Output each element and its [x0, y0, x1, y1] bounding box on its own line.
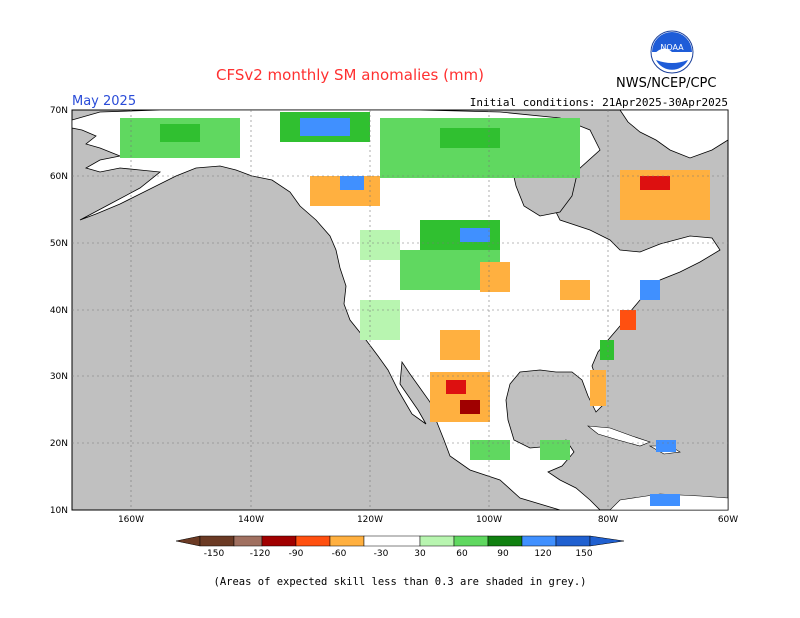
- anomaly-patches: [120, 112, 710, 506]
- colorbar-swatch: [453, 535, 489, 547]
- lon-label: 140W: [238, 515, 264, 525]
- colorbar-label: 120: [534, 549, 551, 559]
- lon-label: 80W: [598, 515, 618, 525]
- svg-text:NOAA: NOAA: [660, 43, 684, 52]
- lon-label: 120W: [357, 515, 383, 525]
- organization-label: NWS/NCEP/CPC: [616, 76, 717, 91]
- lon-label: 160W: [118, 515, 144, 525]
- lat-label: 20N: [50, 439, 68, 449]
- colorbar: -150 -120 -90 -60 -30 30 60 90 120 150: [175, 535, 625, 559]
- colorbar-swatch: [329, 535, 365, 547]
- colorbar-swatch: [555, 535, 591, 547]
- colorbar-label: -120: [250, 549, 271, 559]
- lat-label: 50N: [50, 239, 68, 249]
- colorbar-swatch: [521, 535, 557, 547]
- lat-label: 60N: [50, 172, 68, 182]
- noaa-logo-icon: NOAA: [650, 30, 694, 74]
- skill-note: (Areas of expected skill less than 0.3 a…: [213, 576, 587, 588]
- initial-conditions: Initial conditions: 21Apr2025-30Apr2025: [469, 96, 728, 109]
- colorbar-swatch: [199, 535, 235, 547]
- lat-label: 70N: [50, 106, 68, 116]
- lat-label: 10N: [50, 506, 68, 516]
- colorbar-swatch: [363, 535, 421, 547]
- colorbar-right-arrow: [589, 535, 625, 547]
- graticule: [72, 110, 728, 510]
- map-title: CFSv2 monthly SM anomalies (mm): [215, 66, 485, 84]
- colorbar-swatch: [261, 535, 297, 547]
- colorbar-swatch: [295, 535, 331, 547]
- latitude-labels: 70N 60N 50N 40N 30N 20N 10N: [50, 106, 68, 516]
- lon-label: 60W: [718, 515, 738, 525]
- colorbar-label: -150: [204, 549, 225, 559]
- colorbar-label: 90: [497, 549, 509, 559]
- colorbar-label: 30: [414, 549, 426, 559]
- lat-label: 30N: [50, 372, 68, 382]
- longitude-labels: 160W 140W 120W 100W 80W 60W: [118, 515, 738, 525]
- colorbar-label: 150: [575, 549, 592, 559]
- colorbar-label: 60: [456, 549, 468, 559]
- colorbar-label: -90: [289, 549, 304, 559]
- lon-label: 100W: [476, 515, 502, 525]
- colorbar-label: -60: [332, 549, 347, 559]
- lat-label: 40N: [50, 306, 68, 316]
- colorbar-swatch: [487, 535, 523, 547]
- forecast-month: May 2025: [72, 94, 137, 109]
- colorbar-swatch: [233, 535, 263, 547]
- colorbar-label: -30: [374, 549, 389, 559]
- colorbar-swatch: [419, 535, 455, 547]
- colorbar-left-arrow: [175, 535, 201, 547]
